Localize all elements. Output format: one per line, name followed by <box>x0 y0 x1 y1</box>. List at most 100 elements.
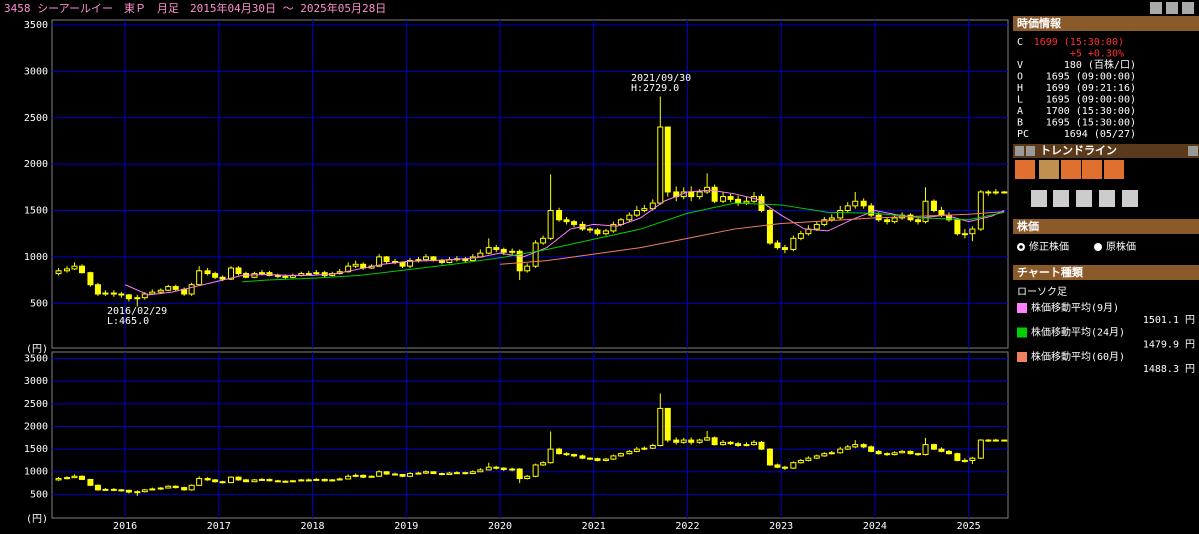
toolbar-arrow[interactable] <box>1026 146 1035 156</box>
candle-body <box>633 448 640 452</box>
tool-icon[interactable] <box>1015 160 1035 179</box>
candle-body <box>704 186 711 193</box>
candle-body <box>329 479 336 482</box>
tool-icon[interactable] <box>1122 190 1138 207</box>
candle-body <box>852 444 859 448</box>
candle-body <box>657 126 664 204</box>
candle-body <box>547 210 554 239</box>
candle-body <box>188 284 195 295</box>
candle-body <box>664 407 671 441</box>
x-tick-label: 2024 <box>863 521 887 532</box>
candle-body <box>172 286 179 290</box>
tool-icon[interactable] <box>1082 160 1102 179</box>
candle-body <box>626 450 633 455</box>
candle-body <box>102 292 109 295</box>
moving-average-line <box>499 211 1005 265</box>
candle-body <box>602 230 609 235</box>
candle-body <box>274 274 281 277</box>
section-header <box>1013 265 1199 280</box>
candle-body <box>313 272 320 275</box>
dropdown[interactable] <box>1188 146 1198 156</box>
radio-label[interactable]: 修正株価 <box>1029 240 1069 253</box>
candle-body <box>313 478 320 481</box>
candle-body <box>945 450 952 455</box>
candle-body <box>884 453 891 456</box>
candle-body <box>696 191 703 198</box>
candle-body <box>563 453 570 456</box>
candle-body <box>610 223 617 232</box>
candle-body <box>805 457 812 461</box>
candle-body <box>704 437 711 441</box>
candle-body <box>282 275 289 278</box>
candle-body <box>63 268 70 272</box>
candle-body <box>71 475 78 479</box>
candle-body <box>610 455 617 460</box>
candle-body <box>345 475 352 480</box>
candle-body <box>87 272 94 286</box>
tool-icon[interactable] <box>1076 190 1092 207</box>
candle-body <box>766 210 773 244</box>
candle-body <box>790 462 797 469</box>
toolbar-header <box>1013 144 1199 158</box>
quote-value: +5 +0.30% <box>1070 49 1124 60</box>
candle-body <box>493 247 500 250</box>
quote-value: 1700 (15:30:00) <box>1046 106 1136 117</box>
candle-body <box>157 289 164 293</box>
candle-body <box>547 448 554 464</box>
x-tick-label: 2022 <box>675 521 699 532</box>
toolbar-arrow[interactable] <box>1015 146 1024 156</box>
candle-body <box>688 191 695 198</box>
candle-body <box>571 454 578 457</box>
y-unit: (円) <box>26 344 48 355</box>
candle-body <box>407 260 414 267</box>
candle-body <box>977 191 984 230</box>
section-header <box>1013 16 1199 31</box>
window-icon[interactable] <box>1150 2 1162 14</box>
candle-body <box>149 291 156 295</box>
candle-body <box>243 479 250 483</box>
tool-icon[interactable] <box>1031 190 1047 207</box>
radio[interactable] <box>1094 243 1102 251</box>
candle-body <box>251 479 258 483</box>
window-icon[interactable] <box>1182 2 1194 14</box>
chart-type: ローソク足 <box>1017 286 1067 298</box>
candle-body <box>688 439 695 443</box>
window-icon[interactable] <box>1166 2 1178 14</box>
tool-icon[interactable] <box>1039 160 1059 179</box>
candle-body <box>141 489 148 493</box>
candle-body <box>813 455 820 459</box>
candle-body <box>985 191 992 194</box>
candle-body <box>289 480 296 483</box>
candle-body <box>446 472 453 475</box>
radio-label[interactable]: 原株価 <box>1106 240 1136 253</box>
candle-body <box>633 210 640 216</box>
candle-body <box>134 491 141 494</box>
candle-body <box>125 489 132 493</box>
candle-body <box>181 487 188 491</box>
candle-body <box>563 219 570 223</box>
section-title: 株価 <box>1017 219 1039 233</box>
tool-icon[interactable] <box>1053 190 1069 207</box>
candle-body <box>228 476 235 484</box>
x-tick-label: 2019 <box>394 521 418 532</box>
candle-body <box>352 263 359 267</box>
tool-icon[interactable] <box>1099 190 1115 207</box>
candle-body <box>78 265 85 274</box>
candle-body <box>961 459 968 462</box>
candle-body <box>774 464 781 468</box>
candle-body <box>282 480 289 483</box>
candle-body <box>266 272 273 276</box>
candle-body <box>204 270 211 275</box>
tool-icon[interactable] <box>1104 160 1124 179</box>
tool-icon[interactable] <box>1061 160 1081 179</box>
candle-body <box>992 439 999 442</box>
candle-body <box>821 219 828 225</box>
quote-label: V <box>1017 60 1023 71</box>
x-tick-label: 2021 <box>582 521 606 532</box>
candle-body <box>219 481 226 484</box>
candle-body <box>87 478 94 486</box>
toolbar-title: トレンドライン <box>1040 144 1117 157</box>
candle-body <box>71 265 78 270</box>
quote-label: A <box>1017 106 1023 117</box>
candle-body <box>134 297 141 300</box>
